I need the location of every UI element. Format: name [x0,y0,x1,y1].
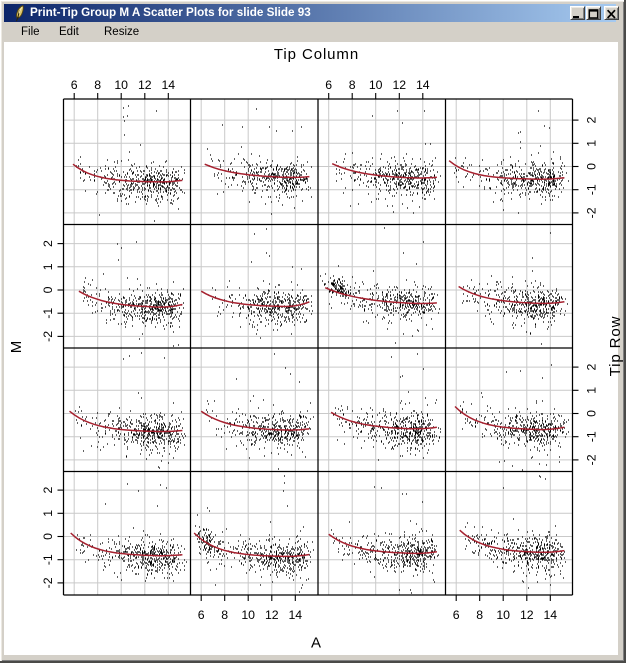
svg-text:14: 14 [161,78,175,92]
svg-text:2: 2 [585,117,599,124]
svg-text:0: 0 [41,533,55,540]
svg-text:14: 14 [288,608,302,622]
svg-text:2: 2 [41,487,55,494]
svg-text:8: 8 [349,78,356,92]
svg-text:0: 0 [41,286,55,293]
svg-text:14: 14 [416,78,430,92]
svg-text:8: 8 [476,608,483,622]
svg-text:A: A [311,635,321,652]
svg-text:6: 6 [71,78,78,92]
svg-text:-1: -1 [585,184,599,195]
svg-text:8: 8 [221,608,228,622]
svg-text:8: 8 [94,78,101,92]
svg-text:12: 12 [265,608,279,622]
svg-text:14: 14 [543,608,557,622]
svg-text:12: 12 [520,608,534,622]
svg-text:10: 10 [241,608,255,622]
svg-text:M: M [8,341,25,354]
svg-text:-2: -2 [41,331,55,342]
svg-text:10: 10 [496,608,510,622]
svg-text:-2: -2 [585,207,599,218]
svg-text:12: 12 [138,78,152,92]
svg-text:12: 12 [392,78,406,92]
svg-text:10: 10 [369,78,383,92]
svg-text:Tip Column: Tip Column [274,46,359,63]
svg-text:6: 6 [198,608,205,622]
svg-text:2: 2 [41,240,55,247]
svg-text:-2: -2 [585,454,599,465]
svg-text:-1: -1 [41,308,55,319]
svg-text:0: 0 [585,163,599,170]
svg-text:-2: -2 [41,577,55,588]
svg-text:-1: -1 [585,431,599,442]
svg-text:1: 1 [585,387,599,394]
svg-text:10: 10 [114,78,128,92]
svg-text:Tip Row: Tip Row [607,316,624,377]
svg-text:6: 6 [453,608,460,622]
svg-text:1: 1 [41,263,55,270]
svg-text:1: 1 [41,510,55,517]
svg-text:2: 2 [585,364,599,371]
svg-text:-1: -1 [41,554,55,565]
svg-text:6: 6 [325,78,332,92]
svg-text:0: 0 [585,410,599,417]
svg-text:1: 1 [585,140,599,147]
